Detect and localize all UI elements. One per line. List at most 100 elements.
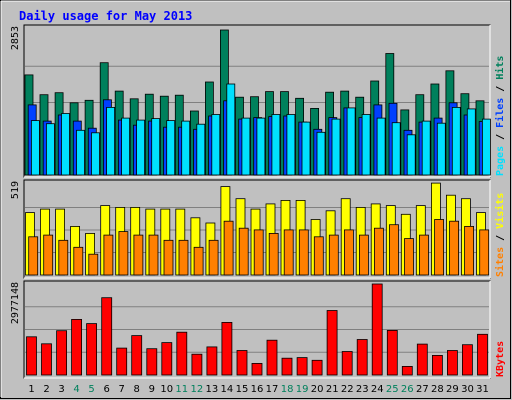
bar-sites-day-15 [238,227,249,276]
x-tick-label-13: 13 [206,384,219,395]
bar-kbytes-day-2 [41,343,52,376]
bar-sites-day-16 [253,229,264,276]
bar-sites-day-11 [178,239,189,276]
x-tick-label-10: 10 [160,384,173,395]
x-tick-label-26: 26 [401,384,414,395]
bar-kbytes-day-11 [176,331,188,376]
bar-sites-day-25 [389,224,399,276]
bar-sites-day-19 [298,229,309,276]
bar-pages-day-7 [121,117,130,176]
legend-entry: Files [494,98,506,128]
bar-sites-day-17 [268,232,279,276]
bar-pages-day-24 [376,117,386,176]
bar-pages-day-25 [391,122,401,176]
bar-kbytes-day-14 [221,321,233,376]
legend-entry: KBytes [495,341,506,377]
x-tick-label-16: 16 [251,384,264,395]
bar-kbytes-day-23 [356,339,368,376]
bar-sites-day-1 [28,236,39,276]
panel-legend: Sites / Visits [494,193,506,277]
bar-sites-day-30 [464,225,475,276]
bar-sites-day-26 [404,238,414,276]
legend-entry: / [495,80,506,98]
bar-pages-day-26 [406,134,416,176]
bar-kbytes-day-15 [236,350,248,376]
bar-sites-day-9 [148,234,159,276]
x-tick-label-11: 11 [175,384,188,395]
bar-kbytes-day-19 [296,357,308,376]
y-max-label: 2977148 [10,282,21,324]
bar-sites-day-14 [223,220,234,276]
x-tick-label-15: 15 [236,384,249,395]
legend-entry: / [495,229,506,247]
bar-pages-day-27 [421,120,431,176]
bar-sites-day-3 [58,239,69,276]
bar-sites-day-18 [283,229,294,276]
bar-pages-day-31 [481,118,491,176]
bar-kbytes-day-28 [431,354,443,376]
bar-pages-day-6 [106,107,115,176]
x-tick-label-17: 17 [266,384,279,395]
bar-kbytes-day-5 [86,323,97,376]
bar-pages-day-18 [286,114,296,176]
legend-entry: Visits [494,193,506,229]
panel-legend: Pages / Files / Hits [494,56,506,176]
bar-pages-day-21 [331,118,341,176]
x-tick-label-27: 27 [416,384,429,395]
bar-sites-day-6 [103,234,114,276]
x-tick-label-7: 7 [119,384,125,395]
x-tick-label-19: 19 [296,384,309,395]
legend-entry: Pages [495,146,506,176]
x-tick-label-18: 18 [281,384,294,395]
bar-sites-day-22 [343,229,354,276]
bar-kbytes-day-12 [191,353,203,376]
bar-sites-day-12 [193,246,204,276]
bar-pages-day-20 [316,131,326,176]
bar-kbytes-day-18 [281,357,293,376]
x-tick-label-3: 3 [58,384,64,395]
bar-kbytes-day-4 [71,318,82,376]
x-tick-label-9: 9 [149,384,155,395]
bar-kbytes-day-10 [161,342,173,376]
bar-pages-day-29 [451,107,461,176]
bar-pages-day-15 [241,117,251,176]
bar-kbytes-day-22 [341,351,353,376]
x-tick-label-30: 30 [461,384,474,395]
bar-sites-day-8 [133,234,144,276]
bar-pages-day-16 [256,117,266,176]
bar-pages-day-1 [30,120,40,176]
bar-pages-day-4 [76,129,85,176]
x-tick-label-6: 6 [104,384,110,395]
bar-kbytes-day-29 [446,350,458,376]
bar-pages-day-23 [361,114,371,176]
chart-title: Daily usage for May 2013 [19,9,192,23]
bar-pages-day-2 [46,123,55,176]
bar-sites-day-28 [434,219,445,276]
bar-pages-day-22 [346,107,356,176]
panel-legend: KBytes [495,341,506,377]
bar-kbytes-day-6 [101,297,113,376]
bar-pages-day-3 [61,113,70,176]
x-tick-label-28: 28 [431,384,444,395]
bar-pages-day-12 [196,123,206,176]
bar-sites-day-2 [43,234,54,276]
bar-pages-day-17 [271,114,281,176]
bar-sites-day-24 [373,227,384,276]
x-tick-label-2: 2 [43,384,49,395]
x-tick-label-20: 20 [311,384,324,395]
x-tick-labels: 1 2 3 4 5 6 7 8 9 10 11 12 13 14 15 16 17 18 19 20 21 22 23 24 2… [28,384,489,395]
bar-kbytes-day-21 [326,310,338,376]
bar-kbytes-day-30 [461,344,473,376]
bar-sites-day-29 [449,220,460,276]
bar-sites-day-21 [328,234,339,276]
bar-kbytes-day-17 [266,339,278,376]
x-tick-label-14: 14 [221,384,234,395]
bar-kbytes-day-31 [477,333,488,376]
bar-sites-day-5 [88,253,99,276]
panel-kbytes: 2977148 KBytes [10,280,506,379]
panel-hits_files_pages: 2853 Pages / Files / Hits [10,24,506,178]
bar-pages-day-11 [181,120,191,176]
bar-pages-day-10 [166,120,176,176]
bar-kbytes-day-1 [26,336,37,376]
